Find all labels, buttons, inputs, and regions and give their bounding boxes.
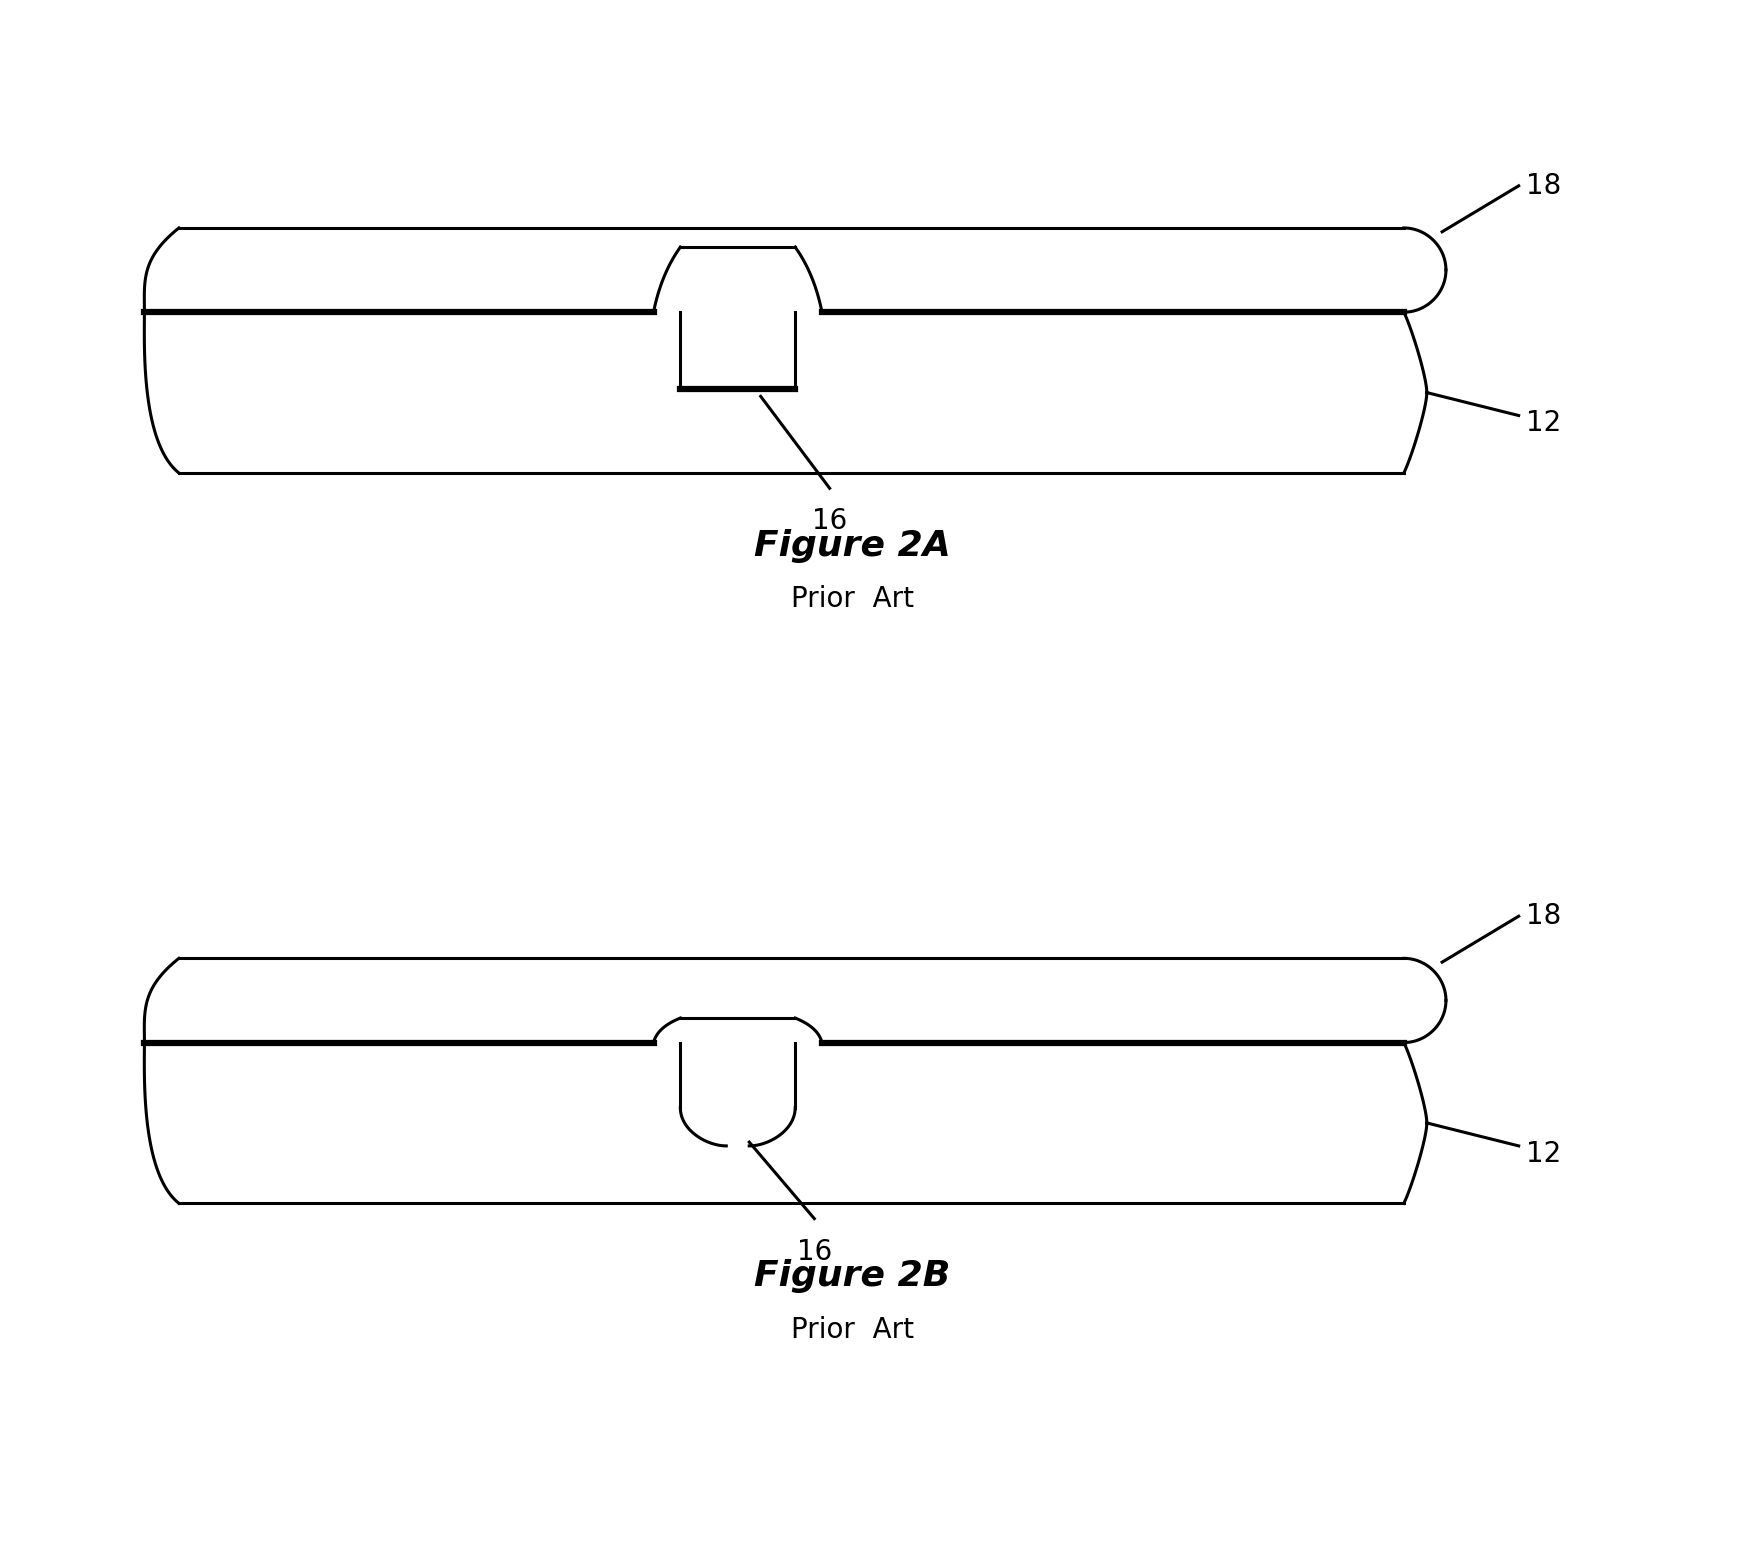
Text: 16: 16 [812, 508, 847, 536]
Text: Prior  Art: Prior Art [791, 1316, 913, 1344]
Text: Figure 2A: Figure 2A [753, 528, 951, 563]
Text: 16: 16 [796, 1239, 831, 1267]
Text: 12: 12 [1525, 1139, 1560, 1167]
Text: Figure 2B: Figure 2B [755, 1259, 949, 1293]
Text: 12: 12 [1525, 409, 1560, 437]
Text: 18: 18 [1525, 903, 1560, 931]
Text: Prior  Art: Prior Art [791, 586, 913, 614]
Text: 18: 18 [1525, 172, 1560, 200]
